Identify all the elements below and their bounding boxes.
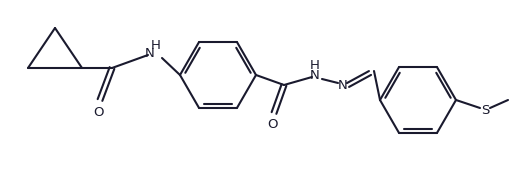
Text: S: S [481,103,489,117]
Text: O: O [93,105,103,119]
Text: N: N [338,79,348,91]
Text: O: O [267,119,277,131]
Text: N: N [310,68,320,82]
Text: H: H [310,59,320,71]
Text: H: H [151,39,161,51]
Text: N: N [145,47,155,59]
